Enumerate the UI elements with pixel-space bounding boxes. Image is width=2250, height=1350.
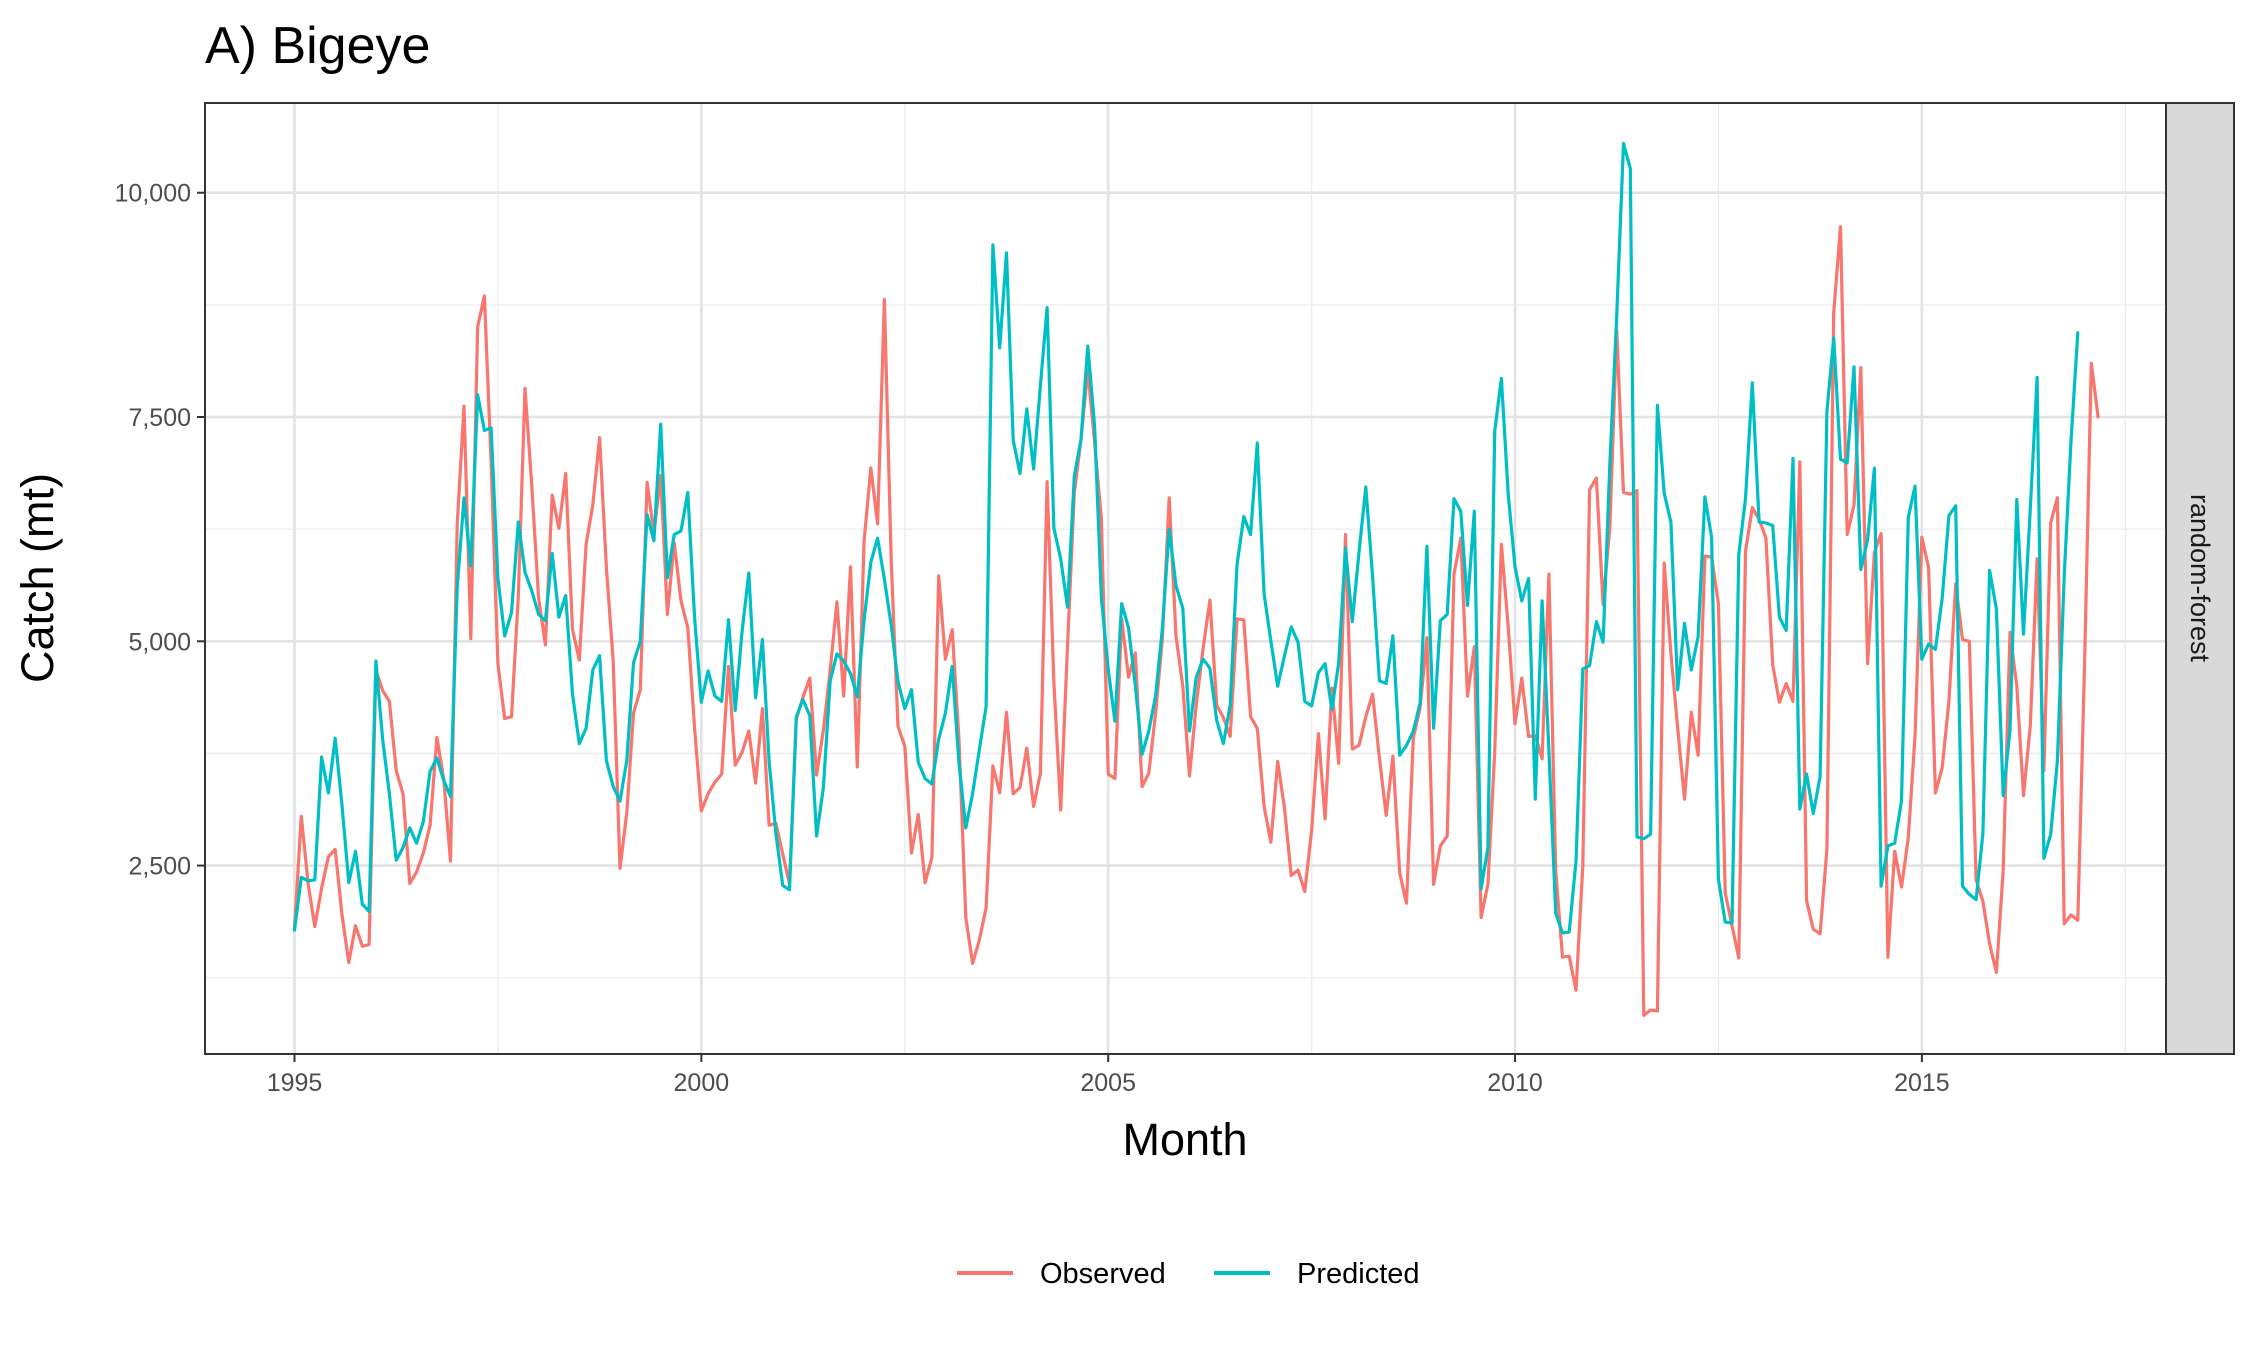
x-tick-label: 2000	[674, 1069, 730, 1097]
legend-label-observed: Observed	[1040, 1258, 1166, 1290]
y-axis: 2,500 5,000 7,500 10,000	[115, 180, 205, 881]
chart-title: A) Bigeye	[205, 17, 430, 75]
y-tick-label: 5,000	[128, 628, 191, 656]
facet-strip	[2165, 102, 2235, 1055]
x-tick-label: 2005	[1080, 1069, 1136, 1097]
facet-strip-label: random-forest	[2185, 494, 2215, 663]
x-axis: 1995 2000 2005 2010 2015	[267, 1054, 1950, 1097]
x-tick-label: 1995	[267, 1069, 323, 1097]
series-line-observed	[292, 225, 2100, 1018]
x-tick-label: 2015	[1894, 1069, 1950, 1097]
y-tick-label: 2,500	[128, 853, 191, 881]
y-axis-title: Catch (mt)	[12, 473, 63, 683]
legend-label-predicted: Predicted	[1297, 1258, 1420, 1290]
minor-gridlines	[205, 103, 2166, 1054]
x-tick-label: 2010	[1487, 1069, 1543, 1097]
series-lines	[292, 141, 2100, 1018]
series-line-predicted	[292, 141, 2080, 935]
x-axis-title: Month	[1122, 1114, 1247, 1165]
y-tick-label: 10,000	[115, 180, 191, 208]
y-tick-label: 7,500	[128, 404, 191, 432]
legend: Observed Predicted	[957, 1258, 1420, 1290]
